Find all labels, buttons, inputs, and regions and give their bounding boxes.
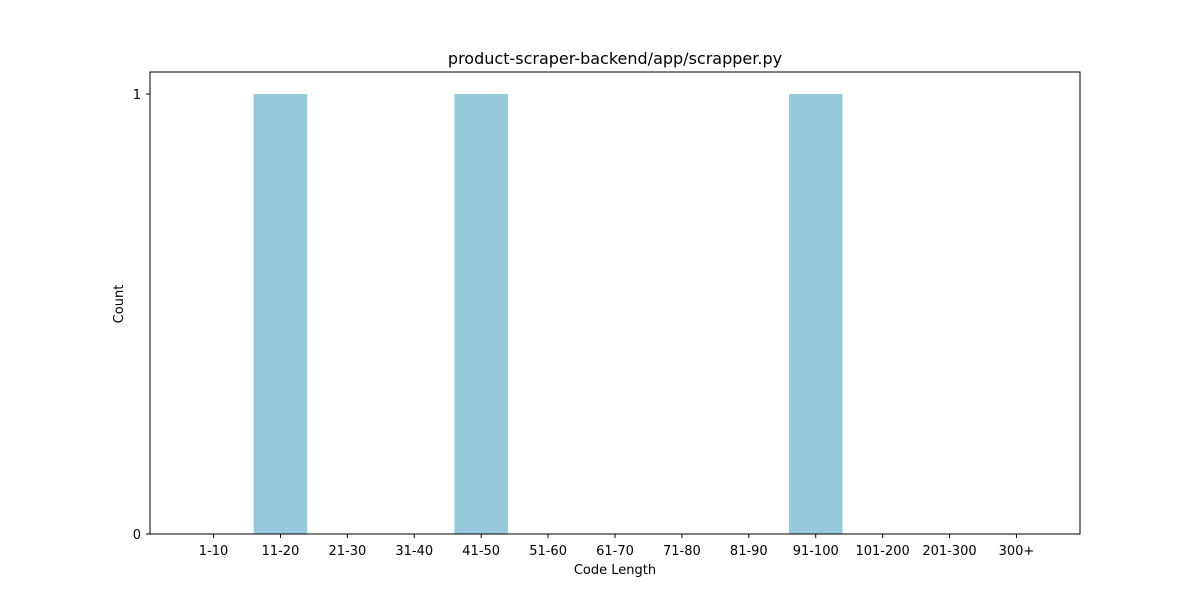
x-tick-label: 21-30 (328, 544, 366, 559)
y-axis-ticks: 01 (133, 88, 150, 543)
x-tick-label: 1-10 (199, 544, 229, 559)
x-tick-label: 201-300 (922, 544, 976, 559)
bar-11-20 (253, 94, 308, 534)
x-tick-label: 11-20 (262, 544, 300, 559)
chart-title: product-scraper-backend/app/scrapper.py (448, 49, 782, 68)
x-tick-label: 81-90 (730, 544, 768, 559)
y-tick-label: 1 (133, 88, 141, 103)
bars-layer (253, 94, 843, 534)
x-tick-label: 71-80 (663, 544, 701, 559)
y-tick-label: 0 (133, 528, 141, 543)
x-tick-label: 41-50 (462, 544, 500, 559)
x-axis-ticks: 1-10 11-20 21-30 31-40 41-50 51-60 61-70 71-80 8… (199, 534, 1034, 559)
x-tick-label: 91-100 (793, 544, 839, 559)
x-axis-label: Code Length (574, 563, 656, 578)
bar-41-50 (454, 94, 508, 534)
x-tick-label: 61-70 (596, 544, 634, 559)
bar-91-100 (788, 94, 843, 534)
x-tick-label: 51-60 (529, 544, 567, 559)
x-tick-label: 300+ (999, 544, 1035, 559)
y-axis-label: Count (112, 285, 127, 324)
x-tick-label: 31-40 (395, 544, 433, 559)
x-tick-label: 101-200 (855, 544, 909, 559)
